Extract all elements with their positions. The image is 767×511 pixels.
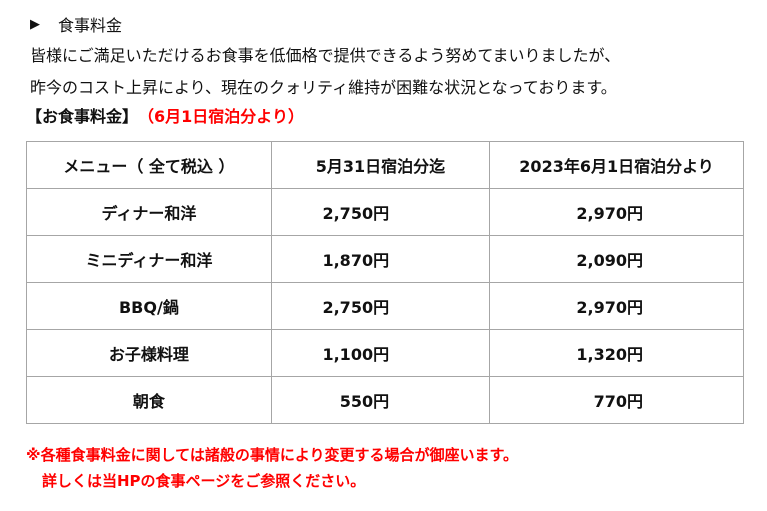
- intro-text: 皆様にご満足いただけるお食事を低価格で提供できるよう努めてまいりましたが、 昨今…: [30, 40, 620, 104]
- header-menu: メニュー（ 全て税込 ）: [26, 141, 272, 189]
- note-line-2: 詳しくは当HPの食事ページをご参照ください。: [42, 472, 366, 490]
- notes: ※各種食事料金に関しては諸般の事情により変更する場合が御座います。 詳しくは当H…: [26, 442, 518, 494]
- note-line-1: ※各種食事料金に関しては諸般の事情により変更する場合が御座います。: [26, 446, 519, 464]
- old-price: 2,750円: [270, 282, 491, 330]
- price-heading: 【お食事料金】 （6月1日宿泊分より）: [26, 103, 304, 127]
- new-price: 1,320円: [489, 329, 744, 377]
- price-heading-effective-note: （6月1日宿泊分より）: [146, 107, 304, 126]
- old-price: 1,870円: [270, 235, 491, 283]
- header-old-price: 5月31日宿泊分迄: [270, 141, 491, 189]
- table-header-row: メニュー（ 全て税込 ） 5月31日宿泊分迄 2023年6月1日宿泊分より: [26, 141, 744, 189]
- header-new-price: 2023年6月1日宿泊分より: [489, 141, 744, 189]
- table-row: お子様料理 1,100円 1,320円: [26, 329, 744, 377]
- intro-line-1: 皆様にご満足いただけるお食事を低価格で提供できるよう努めてまいりましたが、: [30, 46, 621, 65]
- table-row: ディナー和洋 2,750円 2,970円: [26, 188, 744, 236]
- new-price: 2,970円: [489, 282, 744, 330]
- menu-name: BBQ/鍋: [26, 282, 272, 330]
- triangle-right-icon: ▶: [30, 16, 40, 32]
- price-heading-label: 【お食事料金】: [26, 107, 139, 126]
- old-price: 2,750円: [270, 188, 491, 236]
- table-row: 朝食 550円 770円: [26, 376, 744, 424]
- menu-name: ミニディナー和洋: [26, 235, 272, 283]
- menu-name: お子様料理: [26, 329, 272, 377]
- new-price: 770円: [489, 376, 744, 424]
- section-title: 食事料金: [58, 16, 123, 35]
- old-price: 550円: [270, 376, 491, 424]
- menu-name: ディナー和洋: [26, 188, 272, 236]
- table-row: BBQ/鍋 2,750円 2,970円: [26, 282, 744, 330]
- table-row: ミニディナー和洋 1,870円 2,090円: [26, 235, 744, 283]
- price-table: メニュー（ 全て税込 ） 5月31日宿泊分迄 2023年6月1日宿泊分より ディ…: [26, 141, 744, 424]
- intro-line-2: 昨今のコスト上昇により、現在のクォリティ維持が困難な状況となっております。: [30, 78, 617, 97]
- new-price: 2,090円: [489, 235, 744, 283]
- menu-name: 朝食: [26, 376, 272, 424]
- new-price: 2,970円: [489, 188, 744, 236]
- section-heading: ▶ 食事料金: [30, 12, 122, 36]
- old-price: 1,100円: [270, 329, 491, 377]
